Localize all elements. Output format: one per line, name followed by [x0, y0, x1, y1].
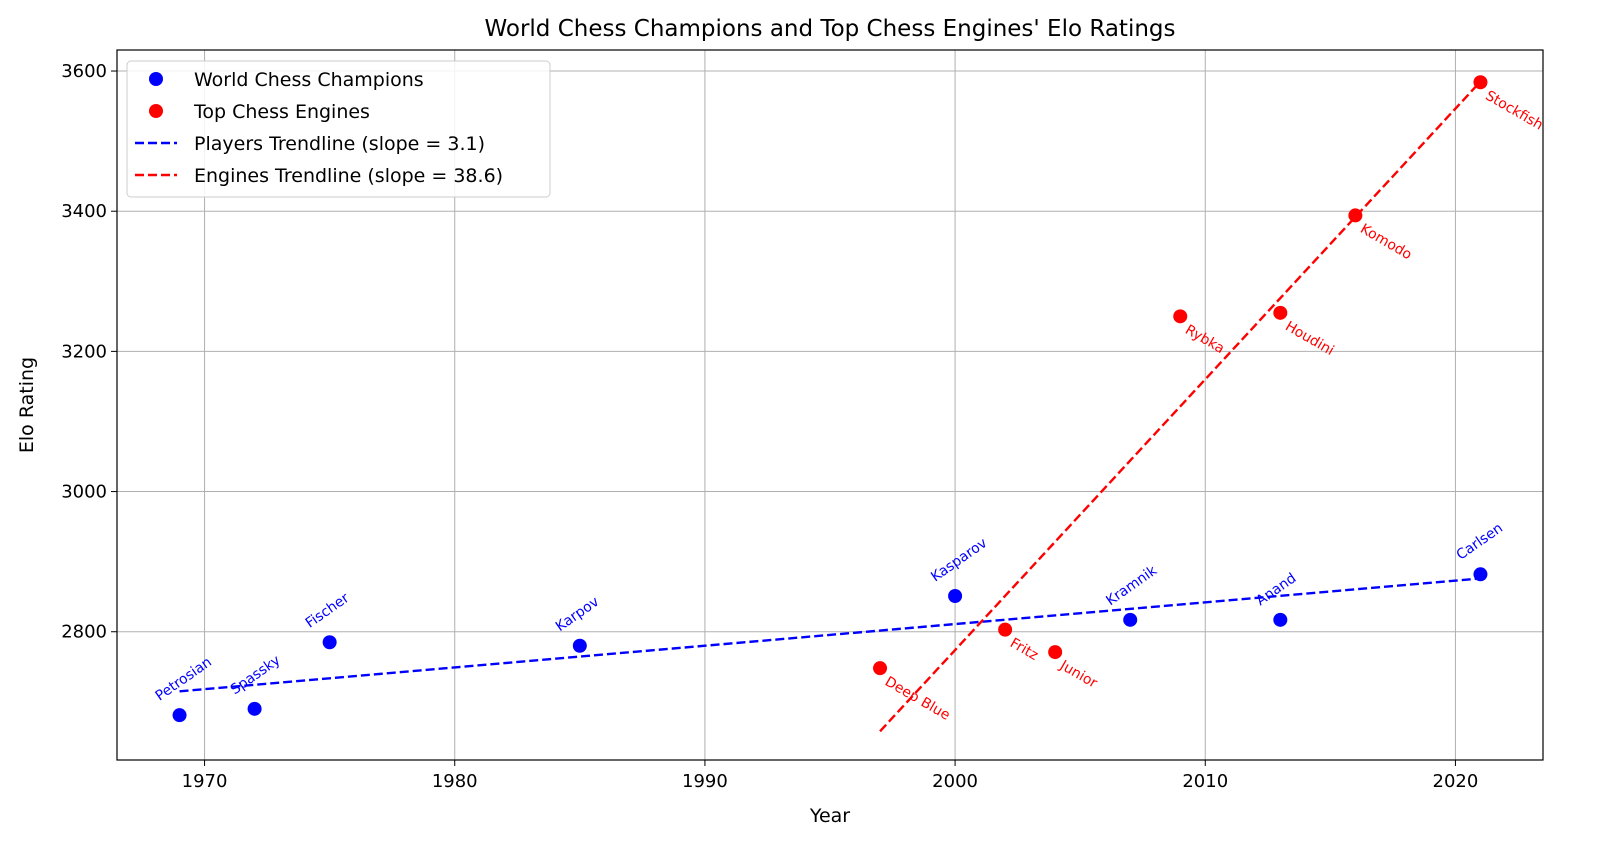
players-point	[322, 635, 337, 650]
y-tick-label: 2800	[61, 622, 107, 643]
x-tick-label: 2020	[1433, 771, 1479, 792]
engines-point	[1348, 208, 1363, 223]
x-tick-label: 1970	[182, 771, 228, 792]
engines-point	[873, 661, 888, 676]
axis-ticks: 1970 1980 1990 2000 2010 2020 2800 3000 3200 3400…	[61, 61, 1478, 792]
engines-point	[1473, 75, 1488, 90]
players-point	[572, 638, 587, 653]
players-point	[948, 588, 963, 603]
trendlines	[179, 80, 1482, 733]
legend-engines-dash-label: Engines Trendline (slope = 38.6)	[194, 165, 503, 187]
players-point	[1273, 612, 1288, 627]
grid	[117, 50, 1543, 760]
legend-engines-marker-label: Top Chess Engines	[193, 101, 370, 123]
players-trendline	[179, 577, 1481, 693]
engines-point	[998, 622, 1013, 637]
players-point	[172, 708, 187, 723]
players-point	[247, 701, 262, 716]
players-point	[1473, 567, 1488, 582]
engines-trendline	[879, 80, 1482, 733]
legend: World Chess Champions Top Chess Engines Pl…	[126, 60, 551, 198]
x-axis-label: Year	[809, 805, 850, 827]
legend-players-marker-label: World Chess Champions	[194, 69, 424, 91]
y-tick-label: 3600	[61, 61, 107, 82]
engines-point	[1173, 309, 1188, 324]
chart-title: World Chess Champions and Top Chess Engi…	[484, 16, 1175, 42]
legend-engines-marker	[149, 104, 163, 118]
legend-players-marker	[149, 72, 163, 86]
engines-point	[1048, 645, 1063, 660]
players-point	[1123, 612, 1138, 627]
engines-point	[1273, 305, 1288, 320]
y-tick-label: 3000	[61, 482, 107, 503]
x-tick-label: 1980	[432, 771, 478, 792]
x-tick-label: 1990	[682, 771, 728, 792]
legend-players-dash-label: Players Trendline (slope = 3.1)	[194, 133, 485, 155]
legend-box	[126, 60, 551, 198]
y-tick-label: 3200	[61, 341, 107, 362]
data-points	[172, 75, 1488, 723]
x-tick-label: 2000	[932, 771, 978, 792]
plot-frame	[116, 49, 1544, 761]
y-tick-label: 3400	[61, 201, 107, 222]
y-axis-label: Elo Rating	[16, 357, 38, 453]
x-tick-label: 2010	[1182, 771, 1228, 792]
